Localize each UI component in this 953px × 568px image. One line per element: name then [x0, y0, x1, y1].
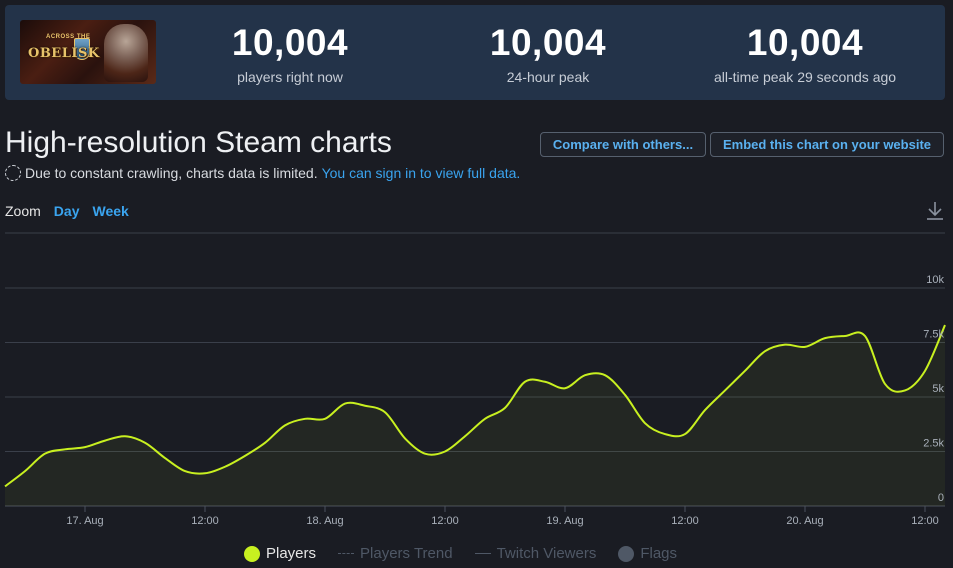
x-tick-labels: 17. Aug 12:00 18. Aug 12:00 19. Aug 12:00 20. … — [66, 506, 939, 527]
solid-line-icon — [474, 553, 491, 554]
area-fill — [5, 325, 945, 506]
x-tick-label: 12:00 — [911, 515, 939, 527]
x-tick-label: 17. Aug — [66, 515, 103, 527]
stat-all-time-peak: 10,004 all-time peak 29 seconds ago — [685, 22, 925, 86]
x-tick-label: 18. Aug — [306, 515, 343, 527]
game-thumbnail[interactable]: ACROSS THE OBELISK — [20, 20, 156, 84]
sign-in-link[interactable]: You can sign in to view full data. — [321, 165, 521, 181]
y-tick-label: 0 — [938, 492, 944, 504]
players-dot-icon — [244, 545, 260, 562]
y-tick-label: 10k — [926, 274, 944, 286]
x-tick-label: 12:00 — [671, 515, 699, 527]
legend-flags[interactable]: Flags — [618, 545, 677, 562]
page-title: High-resolution Steam charts — [5, 126, 392, 159]
legend-trend-label: Players Trend — [360, 545, 453, 562]
y-tick-label: 5k — [932, 383, 944, 395]
stat-players-now: 10,004 players right now — [170, 22, 410, 86]
chart-legend: Players Players Trend Twitch Viewers Fla… — [244, 545, 677, 562]
x-tick-label: 12:00 — [191, 515, 219, 527]
knight-art — [104, 24, 148, 82]
logo-subtitle: ACROSS THE — [46, 34, 91, 40]
x-tick-label: 12:00 — [431, 515, 459, 527]
stat-value: 10,004 — [231, 22, 349, 63]
legend-players[interactable]: Players — [244, 545, 316, 562]
notice-text: Due to constant crawling, charts data is… — [25, 165, 318, 181]
download-icon[interactable] — [925, 200, 945, 222]
y-tick-label: 2.5k — [923, 438, 944, 450]
legend-twitch-label: Twitch Viewers — [496, 545, 597, 562]
stat-label: all-time peak 29 seconds ago — [713, 69, 897, 85]
y-tick-label: 7.5k — [923, 329, 944, 341]
y-tick-labels: 0 2.5k 5k 7.5k 10k — [923, 274, 944, 504]
x-tick-label: 19. Aug — [546, 515, 583, 527]
stats-bar: ACROSS THE OBELISK 10,004 players right … — [5, 5, 945, 100]
shield-icon — [74, 38, 90, 60]
flags-dot-icon — [618, 545, 635, 562]
compare-button[interactable]: Compare with others... — [540, 132, 706, 157]
zoom-day-button[interactable]: Day — [53, 203, 80, 219]
crawl-notice: Due to constant crawling, charts data is… — [5, 165, 520, 181]
dashed-line-icon — [338, 553, 355, 554]
zoom-label: Zoom — [5, 203, 41, 219]
legend-players-label: Players — [266, 545, 317, 562]
players-series-line — [4, 324, 946, 488]
grid-lines — [5, 232, 945, 507]
stat-label: 24-hour peak — [506, 69, 590, 85]
stat-value: 10,004 — [746, 22, 864, 63]
legend-players-trend[interactable]: Players Trend — [338, 545, 453, 562]
zoom-controls: Zoom Day Week — [5, 203, 129, 219]
stat-label: players right now — [237, 69, 343, 85]
embed-chart-button[interactable]: Embed this chart on your website — [710, 132, 944, 157]
x-tick-label: 20. Aug — [786, 515, 823, 527]
stat-24h-peak: 10,004 24-hour peak — [428, 22, 668, 86]
stat-value: 10,004 — [489, 22, 607, 63]
legend-twitch-viewers[interactable]: Twitch Viewers — [474, 545, 597, 562]
legend-flags-label: Flags — [640, 545, 678, 562]
players-line — [4, 324, 946, 488]
players-area — [5, 325, 945, 506]
loading-icon — [5, 165, 21, 181]
game-logo: OBELISK — [28, 46, 100, 61]
zoom-week-button[interactable]: Week — [92, 203, 129, 219]
